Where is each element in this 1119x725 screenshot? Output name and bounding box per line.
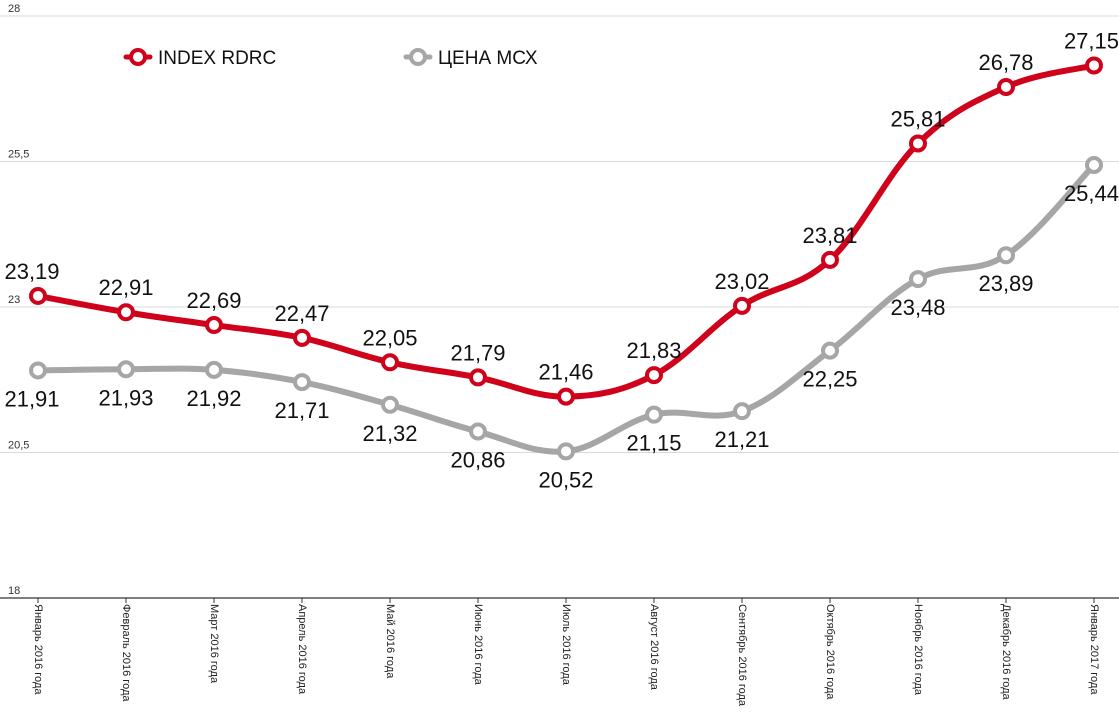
x-axis-tick-labels: Январь 2016 года Февраль 2016 года Март 20… bbox=[32, 604, 1100, 707]
legend-item-index-rdrc: INDEX RDRC bbox=[123, 48, 276, 69]
data-label-cena-msh: 21,21 bbox=[714, 427, 769, 452]
data-label-cena-msh: 21,93 bbox=[98, 385, 153, 410]
x-tick-label: Июнь 2016 года bbox=[472, 604, 484, 686]
data-label-index-rdrc: 21,46 bbox=[538, 360, 593, 385]
data-point-index-rdrc bbox=[733, 296, 751, 315]
data-point-cena-msh bbox=[469, 422, 487, 441]
data-labels: 23,19 22,91 22,69 22,47 22,05 21,79 21,46 21,83… bbox=[4, 28, 1119, 492]
data-point-index-rdrc bbox=[1085, 56, 1103, 75]
data-point-cena-msh bbox=[557, 442, 575, 461]
data-point-index-rdrc bbox=[557, 387, 575, 406]
x-tick-label: Ноябрь 2016 года bbox=[912, 604, 924, 696]
data-point-index-rdrc bbox=[293, 328, 311, 347]
data-point-index-rdrc bbox=[469, 368, 487, 387]
y-tick-label: 28 bbox=[8, 3, 20, 15]
legend: INDEX RDRC ЦЕНА МСХ bbox=[123, 48, 538, 69]
x-tick-label: Декабрь 2016 года bbox=[1000, 604, 1012, 701]
data-point-index-rdrc bbox=[997, 78, 1015, 97]
series-lines bbox=[29, 56, 1103, 461]
data-point-cena-msh bbox=[205, 360, 223, 379]
legend-swatch-marker-cena-msh bbox=[409, 48, 427, 66]
data-label-index-rdrc: 21,83 bbox=[626, 338, 681, 363]
data-label-cena-msh: 21,71 bbox=[274, 398, 329, 423]
y-tick-label: 18 bbox=[8, 585, 20, 597]
legend-label-cena-msh: ЦЕНА МСХ bbox=[438, 48, 538, 69]
x-tick-label: Май 2016 года bbox=[384, 604, 396, 679]
data-point-cena-msh bbox=[117, 360, 135, 379]
x-tick-label: Август 2016 года bbox=[648, 604, 660, 691]
data-point-cena-msh bbox=[1085, 155, 1103, 174]
data-point-index-rdrc bbox=[909, 134, 927, 153]
data-label-index-rdrc: 25,81 bbox=[890, 106, 945, 131]
y-tick-label: 23 bbox=[8, 294, 20, 306]
y-tick-label: 25,5 bbox=[8, 149, 29, 161]
legend-swatch-marker-index-rdrc bbox=[129, 48, 147, 66]
x-tick-label: Январь 2017 года bbox=[1088, 604, 1100, 695]
data-label-index-rdrc: 22,91 bbox=[98, 275, 153, 300]
data-point-index-rdrc bbox=[821, 250, 839, 269]
data-point-cena-msh bbox=[645, 405, 663, 424]
data-label-cena-msh: 21,32 bbox=[362, 421, 417, 446]
data-label-cena-msh: 20,52 bbox=[538, 467, 593, 492]
x-tick-label: Июль 2016 года bbox=[560, 604, 572, 686]
data-point-cena-msh bbox=[997, 246, 1015, 265]
data-label-cena-msh: 21,15 bbox=[626, 431, 681, 456]
data-label-cena-msh: 21,92 bbox=[186, 386, 241, 411]
data-label-index-rdrc: 22,47 bbox=[274, 301, 329, 326]
x-tick-label: Март 2016 года bbox=[208, 604, 220, 684]
data-label-index-rdrc: 22,05 bbox=[362, 325, 417, 350]
data-point-index-rdrc bbox=[205, 316, 223, 335]
data-point-cena-msh bbox=[29, 361, 47, 380]
data-point-index-rdrc bbox=[29, 286, 47, 305]
data-point-cena-msh bbox=[821, 341, 839, 360]
data-point-index-rdrc bbox=[381, 353, 399, 372]
data-label-index-rdrc: 23,19 bbox=[4, 259, 59, 284]
data-point-index-rdrc bbox=[117, 303, 135, 322]
data-label-index-rdrc: 23,81 bbox=[802, 223, 857, 248]
legend-item-cena-msh: ЦЕНА МСХ bbox=[403, 48, 538, 69]
data-label-cena-msh: 21,91 bbox=[4, 386, 59, 411]
data-label-cena-msh: 22,25 bbox=[802, 367, 857, 392]
x-tick-label: Октябрь 2016 года bbox=[824, 604, 836, 700]
x-tick-label: Февраль 2016 года bbox=[120, 604, 132, 702]
y-axis-tick-labels: 18 20,5 23 25,5 28 bbox=[8, 3, 29, 597]
data-point-cena-msh bbox=[909, 270, 927, 289]
legend-label-index-rdrc: INDEX RDRC bbox=[158, 48, 276, 69]
data-label-cena-msh: 23,89 bbox=[978, 271, 1033, 296]
data-point-cena-msh bbox=[733, 402, 751, 421]
data-label-cena-msh: 25,44 bbox=[1064, 181, 1119, 206]
data-label-index-rdrc: 27,15 bbox=[1064, 28, 1119, 53]
data-point-cena-msh bbox=[381, 395, 399, 414]
x-tick-label: Январь 2016 года bbox=[32, 604, 44, 695]
data-point-index-rdrc bbox=[645, 366, 663, 385]
data-label-index-rdrc: 21,79 bbox=[450, 340, 505, 365]
data-label-cena-msh: 23,48 bbox=[890, 295, 945, 320]
data-label-cena-msh: 20,86 bbox=[450, 448, 505, 473]
data-label-index-rdrc: 26,78 bbox=[978, 50, 1033, 75]
y-tick-label: 20,5 bbox=[8, 440, 29, 452]
data-point-cena-msh bbox=[293, 373, 311, 392]
data-label-index-rdrc: 22,69 bbox=[186, 288, 241, 313]
data-label-index-rdrc: 23,02 bbox=[714, 269, 769, 294]
x-tick-label: Апрель 2016 года bbox=[296, 604, 308, 695]
grid-lines bbox=[0, 15, 1119, 603]
x-tick-label: Сентябрь 2016 года bbox=[736, 604, 748, 707]
